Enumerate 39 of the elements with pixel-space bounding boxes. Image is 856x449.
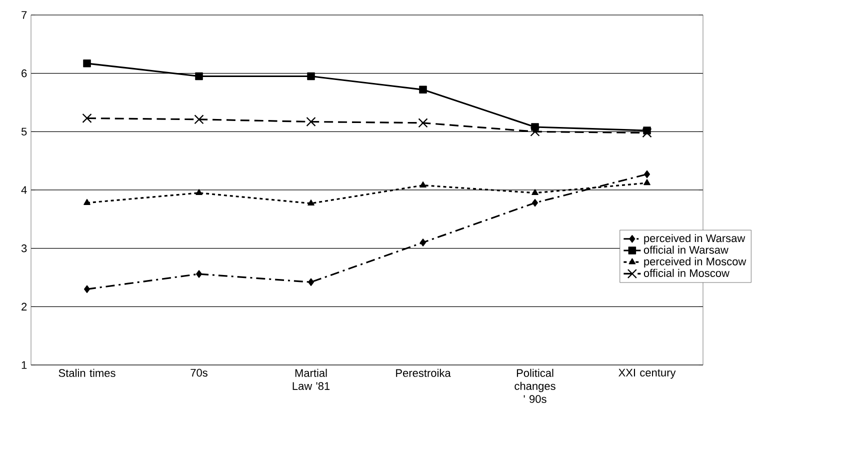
y-tick-label: 1 — [22, 361, 27, 369]
point — [532, 198, 538, 207]
point — [195, 72, 203, 80]
y-tick-label: 5 — [21, 128, 27, 136]
point — [532, 189, 538, 196]
point — [644, 170, 650, 178]
legend-label: perceived in Warsaw — [644, 234, 746, 244]
point — [306, 116, 316, 127]
point — [307, 72, 315, 80]
point — [83, 60, 91, 68]
point — [419, 86, 427, 94]
x-tick-label: Political changes ' 90s — [514, 368, 556, 403]
point — [530, 126, 540, 136]
y-tick-label: 3 — [21, 244, 27, 252]
y-tick-label: 7 — [22, 11, 27, 19]
legend-label: official in Moscow — [644, 268, 730, 277]
legend-label: official in Warsaw — [644, 246, 728, 254]
x-tick-label: 70s — [190, 368, 208, 377]
y-tick-label: 6 — [22, 69, 27, 78]
point — [644, 179, 650, 186]
point — [84, 198, 90, 205]
point — [84, 285, 90, 294]
point — [308, 200, 314, 206]
point — [196, 270, 202, 278]
point — [420, 238, 426, 246]
point — [82, 113, 92, 124]
y-tick-label: 4 — [21, 186, 27, 194]
x-tick-label: Martial Law '81 — [292, 368, 330, 390]
x-tick-label: Stalin times — [58, 368, 116, 377]
x-tick-label: Perestroika — [396, 368, 451, 377]
point — [308, 278, 314, 286]
y-tick-label: 2 — [22, 302, 27, 310]
point — [196, 189, 202, 196]
point — [418, 118, 428, 128]
x-tick-label: XXI century — [618, 368, 676, 379]
legend-label: perceived in Moscow — [644, 257, 746, 268]
point — [194, 114, 204, 124]
point — [420, 181, 426, 188]
point — [642, 128, 652, 138]
